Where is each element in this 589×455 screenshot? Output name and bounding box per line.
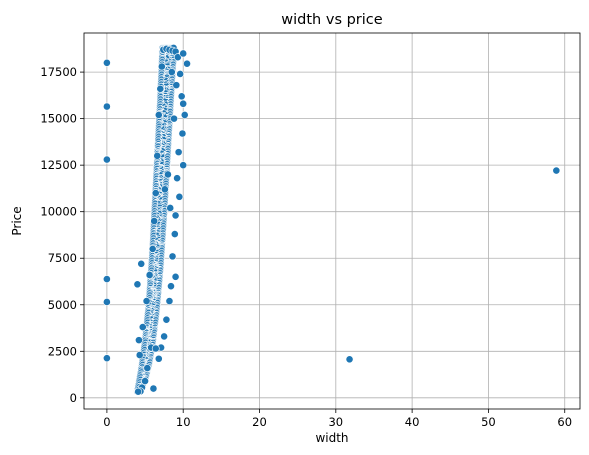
x-tick-label: 30 xyxy=(328,415,343,429)
data-point xyxy=(177,92,186,101)
data-point xyxy=(171,211,180,220)
data-points xyxy=(102,44,561,396)
data-point xyxy=(154,111,163,119)
data-point xyxy=(134,387,143,396)
data-point xyxy=(154,354,163,363)
data-point xyxy=(172,81,181,90)
data-point xyxy=(178,129,187,138)
x-tick-label: 10 xyxy=(176,415,191,429)
data-point xyxy=(180,111,189,119)
data-point xyxy=(345,355,354,364)
x-tick-label: 60 xyxy=(557,415,572,429)
data-point xyxy=(102,58,111,67)
data-point xyxy=(156,84,165,93)
x-tick-label: 50 xyxy=(481,415,496,429)
data-point xyxy=(151,344,160,353)
data-point xyxy=(148,245,157,253)
data-point xyxy=(135,336,143,345)
data-point xyxy=(168,252,177,261)
data-point xyxy=(102,155,111,164)
data-point xyxy=(102,298,111,306)
data-point xyxy=(167,282,175,291)
data-point xyxy=(102,275,111,283)
data-point xyxy=(179,49,188,58)
data-point xyxy=(164,170,172,179)
y-tick-label: 10000 xyxy=(40,205,77,219)
x-tick-label: 40 xyxy=(405,415,420,429)
data-point xyxy=(173,174,181,183)
x-axis-label: width xyxy=(315,431,348,445)
data-point xyxy=(183,59,191,68)
data-point xyxy=(160,332,169,341)
data-point xyxy=(552,166,561,175)
y-tick-label: 12500 xyxy=(40,158,77,172)
data-point xyxy=(149,384,158,393)
plot-frame xyxy=(83,32,581,410)
data-point xyxy=(176,70,185,78)
data-point xyxy=(173,53,182,62)
data-point xyxy=(153,151,162,160)
data-point xyxy=(150,217,159,225)
data-point xyxy=(102,102,111,111)
data-point xyxy=(102,354,111,363)
chart-title: width vs price xyxy=(281,12,382,28)
data-point xyxy=(165,297,174,305)
y-axis-label: Price xyxy=(10,206,24,235)
y-tick-label: 7500 xyxy=(48,251,77,265)
data-point xyxy=(160,185,169,194)
x-tick-label: 0 xyxy=(103,415,110,429)
x-tick-label: 20 xyxy=(252,415,267,429)
y-tick-label: 15000 xyxy=(40,112,77,126)
data-point xyxy=(167,68,176,76)
data-point xyxy=(175,192,184,201)
data-point xyxy=(137,259,146,268)
y-tick-label: 17500 xyxy=(40,65,77,79)
data-point xyxy=(157,62,166,71)
data-point xyxy=(174,148,183,157)
data-point xyxy=(179,99,188,108)
data-point xyxy=(142,297,151,305)
data-point xyxy=(133,280,142,289)
data-point xyxy=(145,271,154,279)
data-point xyxy=(151,189,160,197)
data-point xyxy=(143,364,152,372)
data-point xyxy=(141,377,149,385)
data-point xyxy=(135,351,144,359)
data-point xyxy=(138,323,147,331)
axis-ticks: 0 10 20 30 40 50 60 0 2500 5000 7500 10000 12500 1500… xyxy=(40,65,572,429)
y-tick-label: 0 xyxy=(70,391,77,405)
data-point xyxy=(170,230,179,238)
data-point xyxy=(179,161,188,170)
data-point xyxy=(162,315,171,324)
data-point xyxy=(166,204,175,212)
data-point xyxy=(170,114,178,123)
y-tick-label: 2500 xyxy=(48,344,77,358)
data-point xyxy=(171,272,180,281)
y-tick-label: 5000 xyxy=(48,298,77,312)
